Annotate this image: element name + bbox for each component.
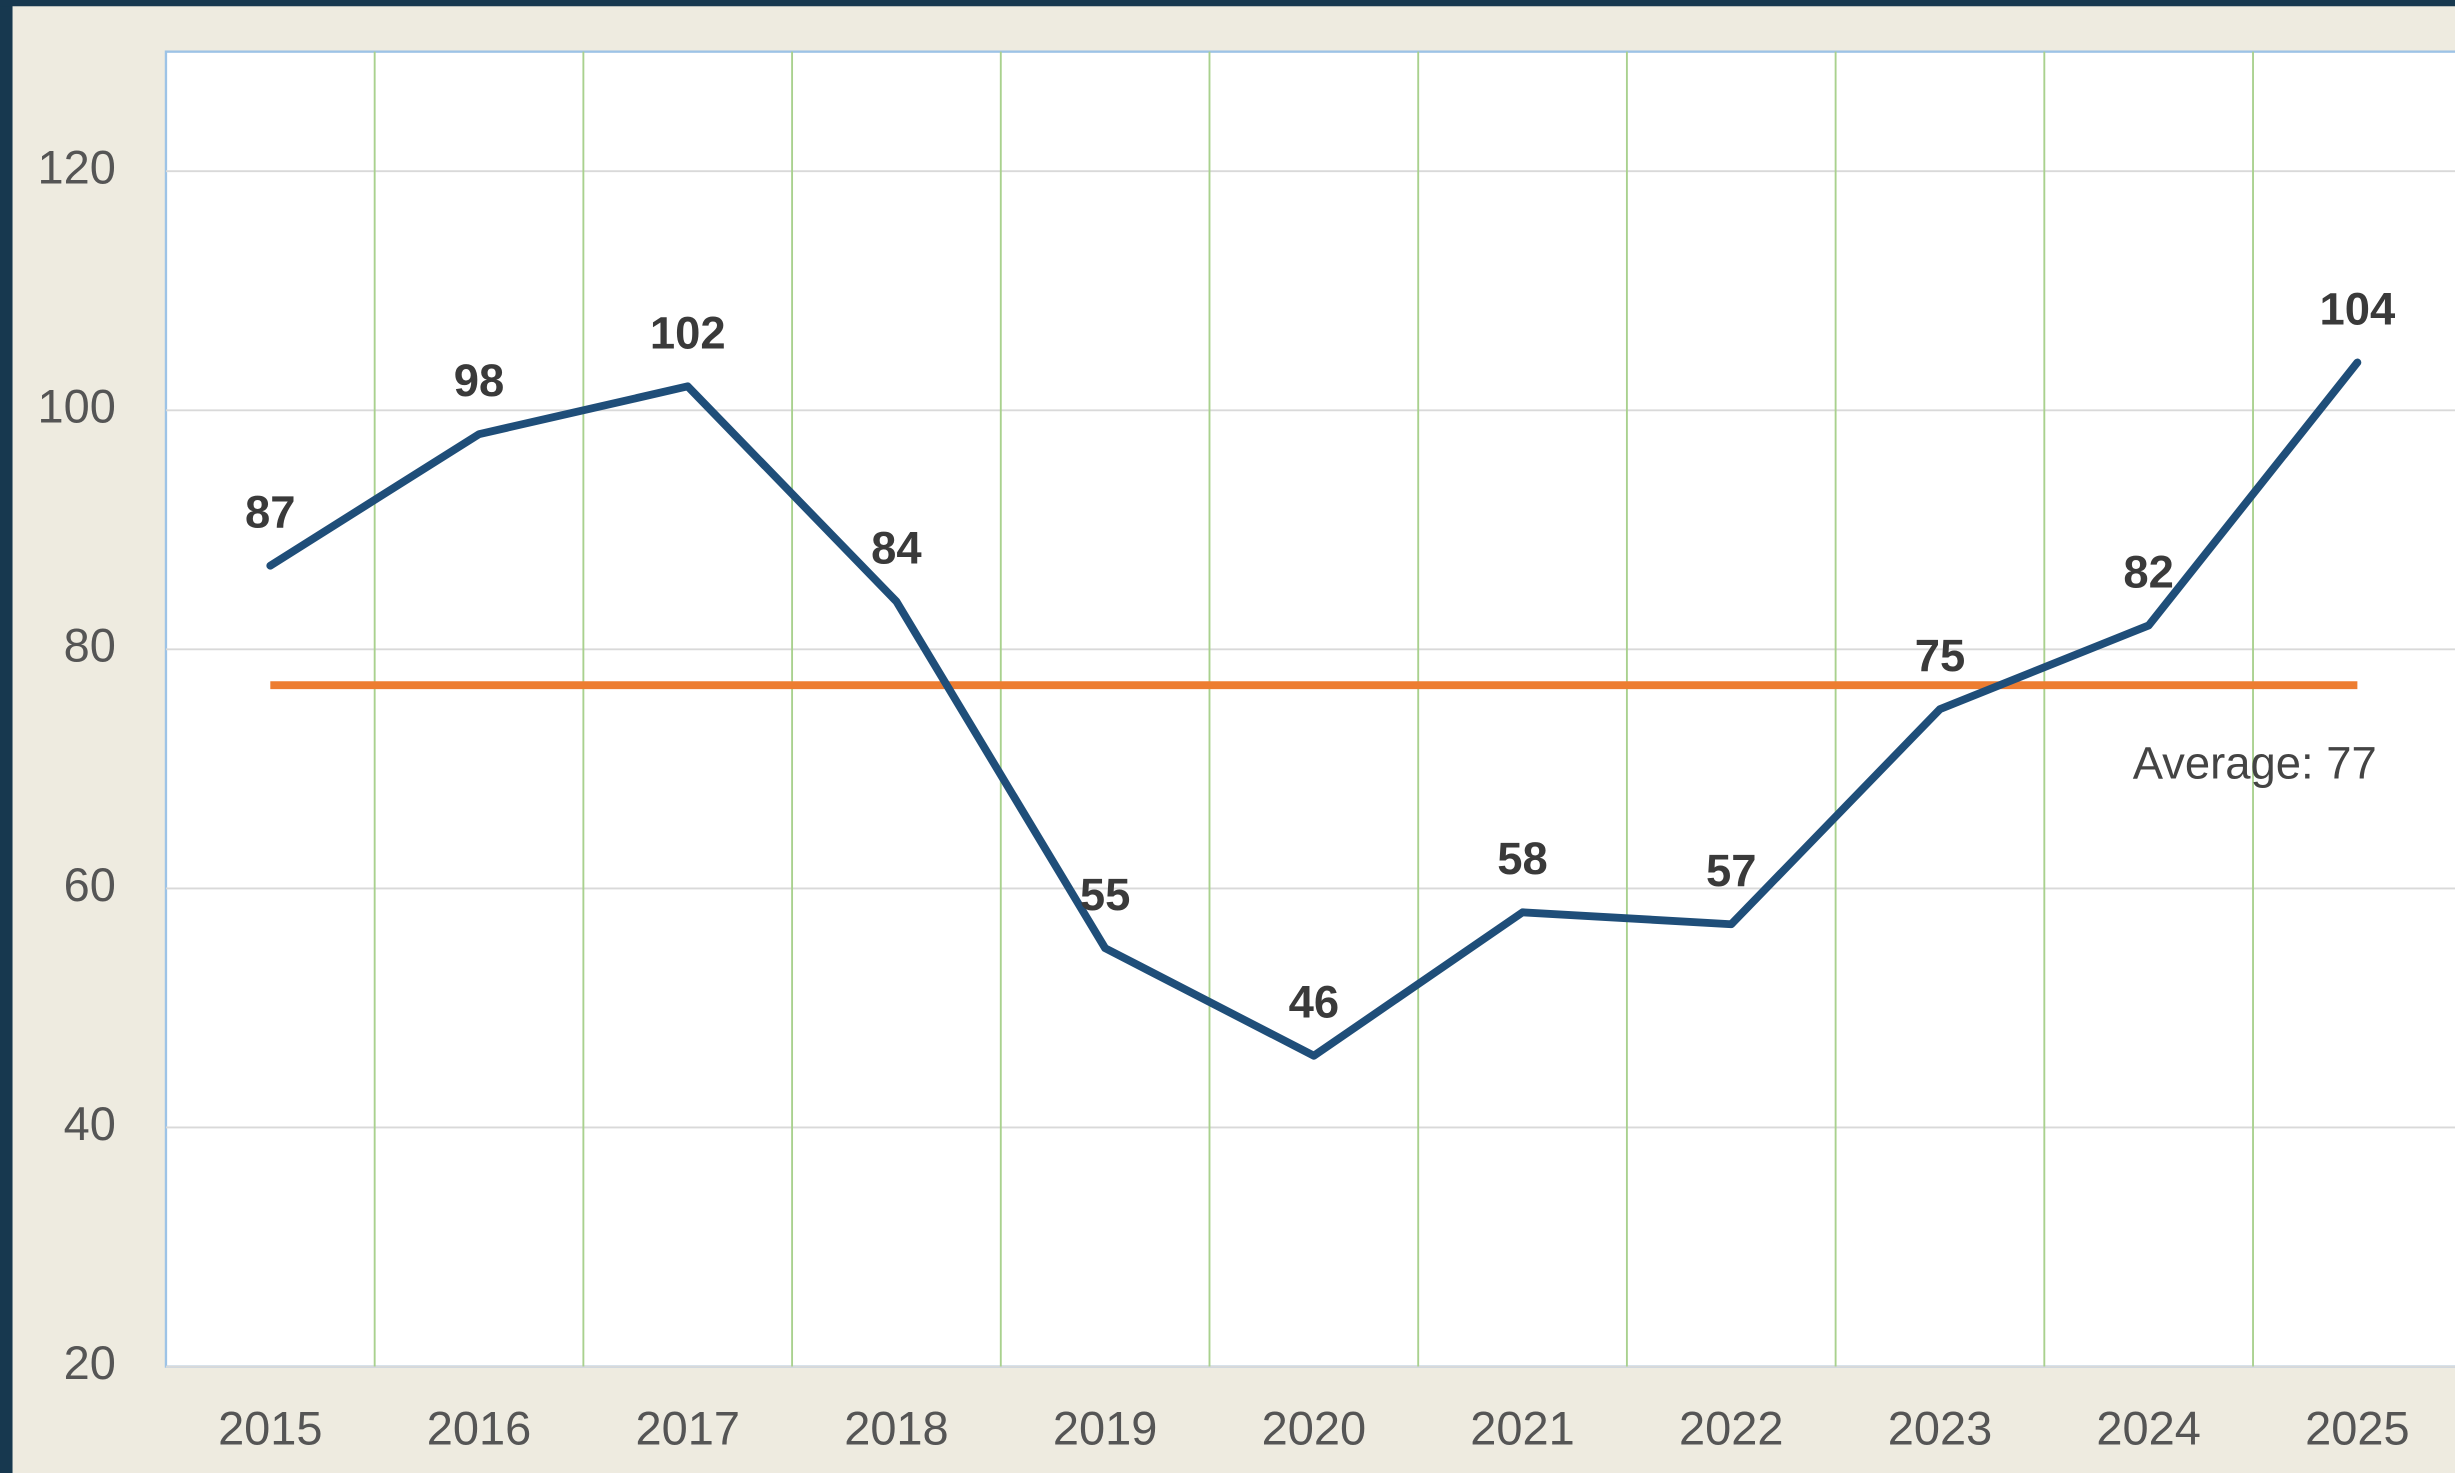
x-tick-label: 2021 bbox=[1470, 1402, 1574, 1455]
x-tick-label: 2017 bbox=[635, 1402, 739, 1455]
x-tick-label: 2016 bbox=[427, 1402, 531, 1455]
data-label: 75 bbox=[1915, 630, 1966, 681]
x-tick-label: 2018 bbox=[844, 1402, 948, 1455]
data-label: 46 bbox=[1289, 977, 1340, 1028]
y-tick-label: 20 bbox=[64, 1336, 116, 1389]
x-tick-label: 2022 bbox=[1679, 1402, 1783, 1455]
x-tick-label: 2023 bbox=[1888, 1402, 1992, 1455]
data-label: 104 bbox=[2320, 283, 2396, 334]
data-label: 58 bbox=[1497, 833, 1548, 884]
y-tick-label: 100 bbox=[38, 380, 116, 433]
x-tick-label: 2015 bbox=[218, 1402, 322, 1455]
x-tick-label: 2020 bbox=[1262, 1402, 1366, 1455]
frame-edge bbox=[0, 0, 2455, 7]
x-tick-label: 2019 bbox=[1053, 1402, 1157, 1455]
data-label: 82 bbox=[2123, 546, 2174, 597]
data-label: 87 bbox=[245, 487, 296, 538]
y-tick-label: 80 bbox=[64, 619, 116, 672]
x-tick-label: 2024 bbox=[2096, 1402, 2200, 1455]
data-label: 98 bbox=[454, 355, 505, 406]
x-tick-label: 2025 bbox=[2305, 1402, 2409, 1455]
y-tick-label: 120 bbox=[38, 141, 116, 194]
data-label: 84 bbox=[871, 522, 922, 573]
data-label: 57 bbox=[1706, 845, 1757, 896]
frame-edge bbox=[0, 0, 13, 1473]
plot-area bbox=[164, 50, 2455, 1368]
y-tick-label: 40 bbox=[64, 1097, 116, 1150]
data-label: 55 bbox=[1080, 869, 1131, 920]
average-label: Average: 77 bbox=[2133, 738, 2377, 789]
y-tick-label: 60 bbox=[64, 858, 116, 911]
data-line bbox=[266, 358, 2362, 1060]
data-label: 102 bbox=[650, 307, 726, 358]
